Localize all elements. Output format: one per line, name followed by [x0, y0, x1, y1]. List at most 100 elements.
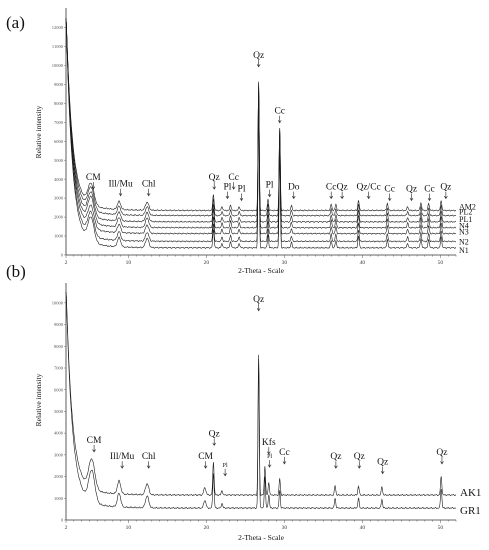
series-label-gr1: GR1	[460, 505, 481, 517]
panel-a-x-ticks: 2 10 20 30 40 50	[65, 260, 444, 266]
annotation-arrow	[267, 189, 272, 198]
annotation-label: Qz	[436, 448, 447, 458]
panel-a: (a) 0 1000 2000 3000 4000 5000 6000 7000 8000 900…	[6, 8, 476, 275]
annotation-arrow	[225, 191, 230, 200]
y-tick-label: 6000	[54, 139, 64, 144]
x-tick-label: 2	[65, 260, 68, 266]
annotation-label: Pl	[238, 184, 246, 194]
y-tick-label: 5000	[54, 158, 64, 163]
annotation-label: Qz	[253, 51, 264, 61]
y-tick-label: 1000	[54, 496, 64, 501]
annotation-arrow	[340, 191, 344, 200]
annotation-label: Ill/Mu	[110, 452, 135, 462]
x-tick-label: 30	[282, 525, 288, 531]
y-tick-label: 9000	[54, 82, 64, 87]
annotation-label: Pl	[267, 454, 272, 460]
panel-a-series	[65, 17, 457, 249]
annotation-arrow	[444, 191, 448, 200]
series-label-n2: N2	[459, 237, 469, 246]
annotation-arrow	[212, 182, 216, 190]
y-tick-label: 7000	[54, 120, 64, 125]
annotation-label: Cc	[228, 173, 239, 183]
annotation-label: Cc	[424, 184, 435, 194]
series-label-n4: N4	[459, 222, 469, 231]
panel-b-x-ticks: 2 10 20 30 40 50	[65, 525, 444, 531]
annotation-label: Ill/Mu	[108, 180, 133, 190]
annotation-label: CM	[86, 173, 101, 183]
series-label-am2: AM2	[459, 202, 476, 211]
annotation-arrow	[91, 182, 96, 190]
series-line-n3	[65, 17, 457, 235]
series-line-pl1	[65, 17, 457, 223]
annotation-label: Pl	[223, 463, 228, 469]
annotation-arrow	[357, 461, 362, 469]
annotation-label: Qz/Cc	[356, 183, 380, 193]
panel-b: (b) 0 1000 2000 3000 4000 5000 6000 7000 8000 900…	[6, 262, 481, 542]
y-tick-label: 0	[61, 518, 64, 523]
annotation-label: Qz	[377, 458, 388, 468]
annotation-arrow	[292, 191, 296, 200]
annotation-arrow	[380, 466, 385, 475]
annotation-label: CM	[198, 452, 213, 462]
annotation-label: Qz	[209, 429, 220, 439]
y-tick-label: 5000	[54, 409, 64, 414]
x-tick-label: 40	[360, 525, 366, 531]
annotation-label: Chl	[142, 452, 156, 462]
panel-b-annotations: CM Ill/Mu Chl CM Qz Pl Qz Kfs Pl Cc Qz Qz Qz Qz	[87, 295, 447, 477]
y-tick-label: 9000	[54, 322, 64, 327]
annotation-label: Qz	[209, 173, 220, 183]
annotation-arrow	[256, 59, 261, 68]
annotation-arrow	[366, 191, 371, 200]
y-tick-label: 4000	[54, 177, 64, 182]
panel-a-y-label: Relative intensity	[34, 105, 43, 158]
annotation-arrow	[387, 193, 392, 202]
annotation-arrow	[92, 444, 96, 453]
annotation-arrow	[267, 447, 271, 455]
panel-b-series-labels: AK1 GR1	[460, 487, 481, 517]
series-line-n4	[65, 17, 457, 229]
annotation-arrow	[223, 468, 227, 477]
y-tick-label: 3000	[54, 452, 64, 457]
y-tick-label: 1000	[54, 234, 64, 239]
series-label-pl2: PL2	[459, 208, 472, 217]
annotation-arrow	[334, 461, 338, 469]
series-line-gr1	[65, 291, 457, 510]
annotation-arrow	[212, 438, 216, 446]
panel-b-y-ticks: 0 1000 2000 3000 4000 5000 6000 7000 8000 9000 100…	[52, 300, 66, 523]
x-tick-label: 20	[204, 525, 210, 531]
panel-a-label: (a)	[6, 13, 25, 32]
annotation-arrow	[120, 461, 124, 469]
y-tick-label: 10000	[52, 63, 64, 68]
annotation-label: CM	[87, 436, 102, 446]
x-tick-label: 10	[126, 260, 132, 266]
annotation-arrow	[329, 191, 333, 200]
series-line-am2	[65, 17, 457, 212]
annotation-arrow	[118, 188, 123, 197]
annotation-label: Pl	[223, 183, 231, 193]
y-tick-label: 8000	[54, 101, 64, 106]
annotation-label: Qz	[354, 452, 365, 462]
annotation-arrow	[256, 303, 261, 312]
y-tick-label: 4000	[54, 431, 64, 436]
annotation-arrow	[239, 193, 244, 202]
annotation-label: Qz	[337, 183, 348, 193]
panel-a-y-ticks: 0 1000 2000 3000 4000 5000 6000 7000 8000 9000 100…	[52, 25, 66, 258]
annotation-label: Qz	[406, 184, 417, 194]
annotation-label: Cc	[326, 183, 337, 193]
x-tick-label: 50	[438, 525, 444, 531]
annotation-arrow	[231, 182, 236, 190]
x-tick-label: 40	[360, 260, 366, 266]
annotation-label: Qz	[253, 295, 264, 305]
panel-b-label: (b)	[6, 262, 26, 281]
x-tick-label: 20	[204, 260, 210, 266]
series-line-pl2	[65, 17, 457, 217]
annotation-arrow	[409, 193, 414, 202]
y-tick-label: 7000	[54, 366, 64, 371]
x-tick-label: 10	[126, 525, 132, 531]
annotation-label: Qz	[330, 452, 341, 462]
panel-b-y-label: Relative intensity	[34, 373, 43, 426]
series-label-n1: N1	[459, 246, 469, 255]
